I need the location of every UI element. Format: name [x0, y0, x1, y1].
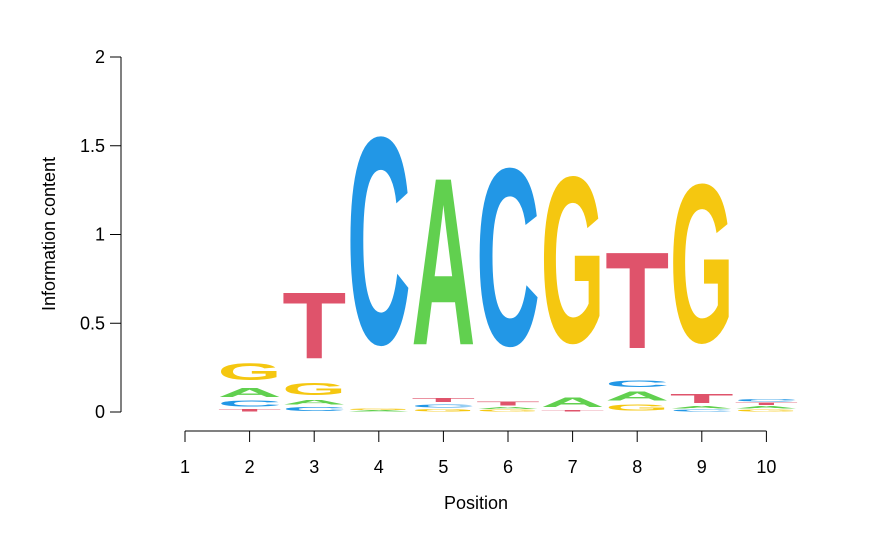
logo-letter-A-pos-9: A: [670, 406, 734, 410]
x-axis-title: Position: [444, 493, 508, 513]
logo-letter-A-pos-5: A: [411, 129, 475, 396]
logo-letter-C-pos-5: C: [411, 403, 475, 408]
logo-letter-T-pos-3: T: [282, 273, 346, 379]
y-axis-title: Information content: [39, 157, 59, 311]
logo-letter-A-pos-8: A: [605, 389, 669, 403]
x-tick-label: 4: [374, 457, 384, 477]
logo-letter-C-pos-2: C: [218, 400, 282, 409]
logo-letter-G-pos-4: G: [347, 408, 411, 410]
logo-letter-C-pos-8: C: [605, 378, 669, 389]
y-tick-label: 0: [95, 402, 105, 422]
logo-letter-T-pos-5: T: [411, 397, 475, 403]
x-tick-label: 10: [756, 457, 776, 477]
x-tick-label: 2: [245, 457, 255, 477]
logo-letter-A-pos-4: A: [347, 410, 411, 412]
logo-letter-G-pos-2: G: [218, 359, 282, 386]
logo-letter-T-pos-6: T: [476, 400, 540, 406]
logo-letter-T-pos-9: T: [670, 391, 734, 405]
x-tick-label: 5: [438, 457, 448, 477]
logo-letter-G-pos-9: G: [670, 138, 734, 391]
x-tick-label: 1: [180, 457, 190, 477]
logo-letter-T-pos-7: T: [541, 410, 605, 412]
logo-letter-C-pos-6: C: [476, 116, 540, 399]
logo-letter-T-pos-8: T: [605, 223, 669, 377]
x-tick-label: 6: [503, 457, 513, 477]
logo-letter-A-pos-10: A: [734, 406, 798, 410]
logo-letter-A-pos-2: A: [218, 386, 282, 400]
logo-letter-G-pos-3: G: [282, 379, 346, 399]
logo-letter-G-pos-10: G: [734, 409, 798, 412]
logo-letter-G-pos-6: G: [476, 409, 540, 412]
logo-letter-C-pos-4: C: [347, 76, 411, 407]
logo-letter-C-pos-10: C: [734, 399, 798, 403]
x-tick-label: 9: [697, 457, 707, 477]
x-tick-label: 7: [568, 457, 578, 477]
logo-letter-A-pos-7: A: [541, 395, 605, 411]
logo-letter-A-pos-6: A: [476, 407, 540, 410]
logo-letter-C-pos-3: C: [282, 406, 346, 412]
x-tick-label: 3: [309, 457, 319, 477]
y-tick-label: 2: [95, 47, 105, 67]
logo-letter-C-pos-9: C: [670, 409, 734, 412]
logo-letter-G-pos-7: G: [541, 127, 605, 393]
logo-letter-G-pos-8: G: [605, 403, 669, 412]
x-axis: 1 2 3 4 5 6 7 8 9 10: [180, 430, 776, 477]
logo-letter-T-pos-10: T: [734, 402, 798, 406]
logo-letter-T-pos-2: T: [218, 408, 282, 412]
logo-letter-G-pos-5: G: [411, 408, 475, 412]
y-tick-label: 0.5: [80, 313, 105, 333]
x-tick-label: 8: [632, 457, 642, 477]
y-tick-label: 1: [95, 225, 105, 245]
y-tick-label: 1.5: [80, 136, 105, 156]
logo-letter-A-pos-3: A: [282, 399, 346, 406]
y-axis: 0 0.5 1 1.5 2: [80, 47, 122, 422]
